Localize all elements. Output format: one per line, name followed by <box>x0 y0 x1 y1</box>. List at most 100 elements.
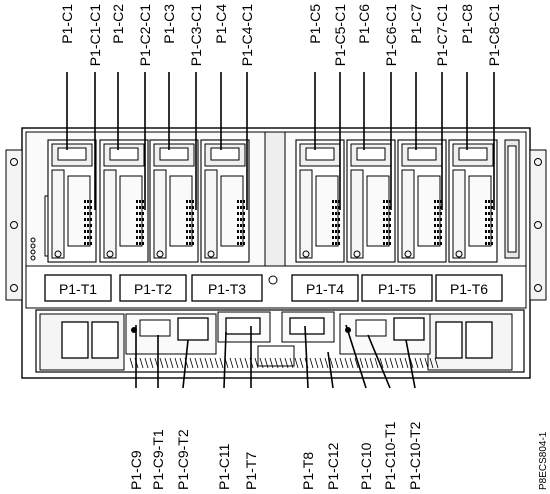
vent-slot <box>139 230 141 233</box>
cassette-bracket <box>315 175 339 247</box>
top-callout-label: P1-C8 <box>459 4 475 44</box>
top-callout-label: P1-C1-C1 <box>87 4 103 66</box>
vent-slot <box>243 230 245 233</box>
vent-hatch <box>149 357 154 369</box>
vent-slot <box>440 236 442 239</box>
vent-slot <box>90 206 92 209</box>
vent-hatch <box>389 357 394 369</box>
vent-hatch <box>404 357 409 369</box>
vent-slot <box>142 242 144 245</box>
vent-slot <box>335 218 337 221</box>
vent-hatch <box>279 357 284 369</box>
vent-slot <box>437 236 439 239</box>
vent-slot <box>237 230 239 233</box>
vent-hatch <box>319 357 324 369</box>
vent-slot <box>491 224 493 227</box>
vent-slot <box>142 212 144 215</box>
vent-slot <box>389 212 391 215</box>
vent-hatch <box>374 357 379 369</box>
vent-slot <box>389 218 391 221</box>
top-callout-label: P1-C1 <box>59 4 75 44</box>
vent-slot <box>189 200 191 203</box>
vent-slot <box>440 200 442 203</box>
cassette-vent <box>434 200 442 245</box>
bottom-callout-label: P1-C12 <box>325 442 341 490</box>
vent-hatch <box>199 357 204 369</box>
top-callout-label: P1-C4-C1 <box>239 4 255 66</box>
vent-hatch <box>314 357 319 369</box>
vent-slot <box>338 206 340 209</box>
vent-slot <box>437 218 439 221</box>
vent-slot <box>192 230 194 233</box>
vent-slot <box>84 200 86 203</box>
leader-line <box>182 339 189 389</box>
vent-slot <box>189 236 191 239</box>
vent-slot <box>240 218 242 221</box>
screw-icon <box>30 237 36 243</box>
vent-hatch <box>419 357 424 369</box>
vent-slot <box>186 200 188 203</box>
port-label-box <box>44 274 112 302</box>
vent-slot <box>488 242 490 245</box>
cassette-screw-icon <box>156 250 164 258</box>
port-label: P1-T6 <box>450 281 488 297</box>
vent-hatch <box>254 357 259 369</box>
vent-slot <box>139 242 141 245</box>
vent-hatch <box>369 357 374 369</box>
port-label-box <box>435 274 503 302</box>
vent-slot <box>142 218 144 221</box>
cassette-release-tab <box>109 147 139 161</box>
vent-slot <box>389 200 391 203</box>
flange-hole-icon <box>534 158 542 166</box>
cassette-screw-icon <box>207 250 215 258</box>
vent-hatch <box>169 357 174 369</box>
vent-slot <box>87 206 89 209</box>
vent-hatch <box>424 357 429 369</box>
vent-slot <box>139 236 141 239</box>
vent-slot <box>237 212 239 215</box>
vent-slot <box>485 230 487 233</box>
vent-slot <box>87 224 89 227</box>
vent-hatch <box>274 357 279 369</box>
vent-hatch <box>289 357 294 369</box>
vent-slot <box>136 218 138 221</box>
vent-hatch <box>364 357 369 369</box>
port-label: P1-T3 <box>208 281 246 297</box>
vent-slot <box>434 218 436 221</box>
vent-slot <box>434 212 436 215</box>
vent-hatch <box>329 357 334 369</box>
ground-screw-icon <box>268 275 278 285</box>
vent-slot <box>332 242 334 245</box>
vent-hatch <box>159 357 164 369</box>
hmc-port-icon <box>393 317 425 341</box>
vent-slot <box>90 218 92 221</box>
vent-hatch <box>209 357 214 369</box>
vent-slot <box>386 218 388 221</box>
top-callout-label: P1-C6-C1 <box>383 4 399 66</box>
vent-slot <box>332 206 334 209</box>
power-inlet-icon <box>465 321 493 359</box>
bottom-callout-label: P1-C9-T1 <box>150 429 166 490</box>
port-label-box <box>361 274 433 302</box>
vent-slot <box>136 230 138 233</box>
vent-slot <box>437 224 439 227</box>
top-callout-label: P1-C2 <box>110 4 126 44</box>
vent-slot <box>440 218 442 221</box>
vent-slot <box>186 242 188 245</box>
vent-slot <box>186 206 188 209</box>
vent-slot <box>386 242 388 245</box>
top-callout-label: P1-C5-C1 <box>332 4 348 66</box>
vent-hatch <box>299 357 304 369</box>
top-callout-label: P1-C2-C1 <box>137 4 153 66</box>
vent-hatch <box>264 357 269 369</box>
vent-slot <box>186 218 188 221</box>
power-inlet-icon <box>435 321 463 359</box>
cassette-screw-icon <box>404 250 412 258</box>
vent-slot <box>189 230 191 233</box>
vent-hatch <box>324 357 329 369</box>
vent-slot <box>192 218 194 221</box>
cassette-handle <box>103 169 117 259</box>
vent-slot <box>383 212 385 215</box>
vent-slot <box>332 230 334 233</box>
vent-slot <box>189 206 191 209</box>
